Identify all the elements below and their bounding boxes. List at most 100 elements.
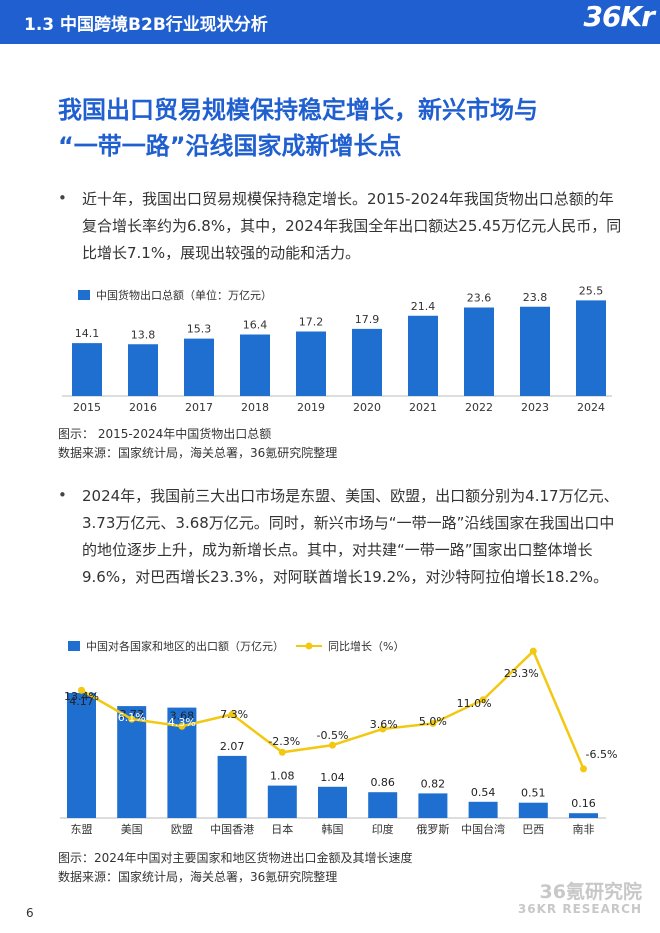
chart1-x-tick: 2016 xyxy=(129,401,157,414)
chart1-value-label: 17.2 xyxy=(299,316,324,329)
chart1-source: 数据来源：国家统计局，海关总署，36氪研究院整理 xyxy=(58,446,338,460)
chart2-x-tick: 南非 xyxy=(573,823,595,836)
chart2-growth-point xyxy=(580,765,587,773)
chart2-bar xyxy=(368,792,398,818)
chart2-growth-label: 13.4% xyxy=(64,690,99,703)
chart2-growth-point xyxy=(78,686,85,694)
chart1-legend: 中国货物出口总额（单位：万亿元） xyxy=(78,287,272,303)
chart2-x-tick: 印度 xyxy=(372,822,394,836)
page-number: 6 xyxy=(26,906,34,920)
chart2-growth-point xyxy=(529,647,537,655)
chart1-value-label: 16.4 xyxy=(243,319,268,332)
chart1-x-tick: 2020 xyxy=(353,401,381,414)
chart2-growth-point xyxy=(278,748,286,756)
page-heading: 我国出口贸易规模保持稳定增长，新兴市场与 “一带一路”沿线国家成新增长点 xyxy=(58,92,618,164)
chart2-x-tick: 中国台湾 xyxy=(461,822,505,836)
chart2-growth-point xyxy=(128,715,136,723)
heading-line-2: “一带一路”沿线国家成新增长点 xyxy=(58,132,402,160)
chart2-growth-label: 4.3% xyxy=(168,716,196,729)
section-title: 1.3 中国跨境B2B行业现状分析 xyxy=(24,15,268,35)
chart2-bar-value-label: 3.68 xyxy=(170,710,195,723)
chart1-bar xyxy=(296,331,326,396)
chart1-bar xyxy=(464,307,494,396)
chart1-value-label: 14.1 xyxy=(75,327,100,340)
chart2-growth-label: 6.1% xyxy=(118,711,146,724)
chart2-bar xyxy=(468,801,498,818)
chart1-value-label: 23.8 xyxy=(523,291,548,304)
chart2-bar-value-label: 0.16 xyxy=(571,797,596,810)
chart2-x-tick: 美国 xyxy=(121,823,143,836)
chart2-bar-value-label: 0.82 xyxy=(421,777,446,790)
chart2-legend-line-label: 同比增长（%） xyxy=(328,640,405,653)
chart1-x-tick: 2022 xyxy=(465,401,493,414)
chart2-x-tick: 巴西 xyxy=(522,823,544,836)
chart1-x-tick: 2021 xyxy=(409,401,437,414)
chart2-growth-point xyxy=(329,741,336,749)
chart2-growth-point xyxy=(178,722,186,730)
chart2-x-tick: 韩国 xyxy=(322,822,344,836)
chart1-bar xyxy=(352,328,382,396)
chart2-legend-bar-label: 中国对各国家和地区的出口额（万亿元） xyxy=(86,640,284,653)
chart2-bar xyxy=(117,706,147,818)
chart2-source: 数据来源：国家统计局，海关总署，36氪研究院整理 xyxy=(58,870,338,884)
legend-bar-swatch xyxy=(68,641,80,651)
chart2-bar xyxy=(569,813,598,818)
chart2-figure-caption: 图示：2024年中国对主要国家和地区货物进出口金额及其增长速度 xyxy=(58,851,413,865)
chart2-bar xyxy=(217,755,247,818)
chart2-bar xyxy=(67,692,96,818)
chart2-bar-value-label: 1.04 xyxy=(320,771,345,784)
chart2-bar xyxy=(518,802,548,818)
heading-line-1: 我国出口贸易规模保持稳定增长，新兴市场与 xyxy=(58,96,538,124)
chart2-legend-bar: 中国对各国家和地区的出口额（万亿元） xyxy=(68,638,284,654)
chart1-bar xyxy=(240,334,270,396)
chart1-value-label: 17.9 xyxy=(355,313,380,326)
legend-line-swatch xyxy=(296,642,322,650)
chart2-growth-point xyxy=(479,696,487,704)
watermark-en: 36KR RESEARCH xyxy=(517,902,642,916)
chart2-x-tick: 俄罗斯 xyxy=(416,823,449,836)
chart1-legend-label: 中国货物出口总额（单位：万亿元） xyxy=(96,289,272,302)
chart2-bar xyxy=(418,793,448,818)
chart1-bar xyxy=(184,338,214,396)
chart1-bar xyxy=(576,300,606,396)
chart2-growth-label: 5.0% xyxy=(419,715,447,728)
chart2-bar-value-label: 0.54 xyxy=(471,786,496,799)
chart1-bar xyxy=(520,306,550,396)
chart2-growth-point xyxy=(379,725,387,733)
chart2-growth-label: -2.3% xyxy=(268,735,300,748)
chart2-legend-line: 同比增长（%） xyxy=(296,638,404,654)
chart1-caption: 图示： 2015-2024年中国货物出口总额 数据来源：国家统计局，海关总署，3… xyxy=(58,425,337,463)
bullet-icon: • xyxy=(58,189,67,207)
chart2-x-tick: 欧盟 xyxy=(171,823,193,836)
chart1-x-tick: 2019 xyxy=(297,401,325,414)
chart2-growth-point xyxy=(429,719,437,727)
watermark-cn: 36氪研究院 xyxy=(539,881,642,903)
chart1-x-tick: 2015 xyxy=(73,401,101,414)
chart2-bar-value-label: 0.51 xyxy=(521,787,546,800)
legend-bar-swatch xyxy=(78,290,90,300)
chart2-caption: 图示：2024年中国对主要国家和地区货物进出口金额及其增长速度 数据来源：国家统… xyxy=(58,849,413,887)
chart1-value-label: 15.3 xyxy=(187,323,212,336)
bullet-icon: • xyxy=(58,486,67,504)
chart2-bar-value-label: 3.73 xyxy=(119,708,144,721)
chart1-x-tick: 2017 xyxy=(185,401,213,414)
chart2-bar-value-label: 0.86 xyxy=(370,776,395,789)
chart2-growth-label: -0.5% xyxy=(317,729,349,742)
chart1-value-label: 25.5 xyxy=(579,284,604,297)
top-banner: 1.3 中国跨境B2B行业现状分析 36Kr xyxy=(0,0,660,44)
paragraph-export-growth: 近十年，我国出口贸易规模保持稳定增长。2015-2024年我国货物出口总额的年复… xyxy=(82,190,622,262)
chart2-growth-label: 3.6% xyxy=(370,718,398,731)
chart1-bar xyxy=(72,343,102,396)
chart2-growth-label: 11.0% xyxy=(457,697,492,710)
chart2-bar-value-label: 2.07 xyxy=(220,740,245,753)
brand-logo: 36Kr xyxy=(583,0,655,33)
chart1-x-tick: 2024 xyxy=(577,401,605,414)
chart1-x-tick: 2023 xyxy=(521,401,549,414)
chart2-x-tick: 东盟 xyxy=(71,823,93,836)
chart2-growth-label: 7.3% xyxy=(220,708,248,721)
chart1-bar xyxy=(408,315,438,396)
chart2-x-tick: 中国香港 xyxy=(210,823,254,836)
chart1-x-tick: 2018 xyxy=(241,401,269,414)
chart2-growth-label: 23.3% xyxy=(504,667,539,680)
